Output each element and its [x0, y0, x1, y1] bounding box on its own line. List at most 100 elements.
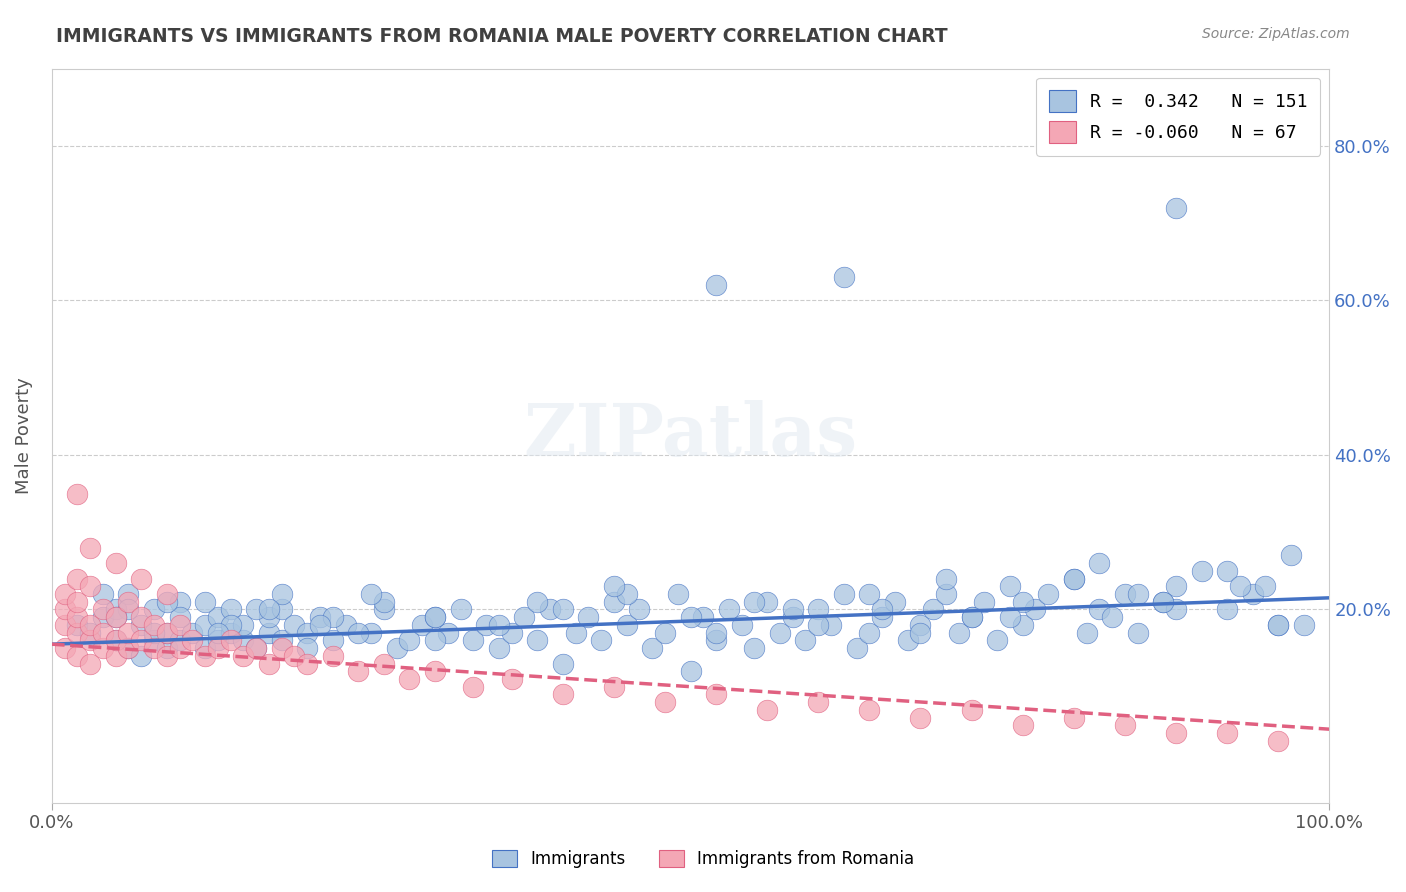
- Point: [385, 641, 408, 656]
- Point: [870, 610, 893, 624]
- Point: [782, 602, 804, 616]
- Point: [1164, 579, 1187, 593]
- Point: [169, 633, 191, 648]
- Point: [232, 648, 254, 663]
- Point: [66, 610, 89, 624]
- Point: [1114, 718, 1136, 732]
- Point: [142, 633, 165, 648]
- Point: [104, 610, 127, 624]
- Point: [807, 695, 830, 709]
- Point: [142, 602, 165, 616]
- Point: [450, 602, 472, 616]
- Point: [1024, 602, 1046, 616]
- Point: [1152, 595, 1174, 609]
- Point: [704, 633, 727, 648]
- Point: [1011, 595, 1033, 609]
- Point: [104, 633, 127, 648]
- Point: [297, 641, 319, 656]
- Point: [232, 618, 254, 632]
- Point: [616, 618, 638, 632]
- Point: [463, 633, 485, 648]
- Point: [807, 602, 830, 616]
- Point: [769, 625, 792, 640]
- Point: [194, 595, 217, 609]
- Point: [1216, 602, 1239, 616]
- Point: [257, 602, 280, 616]
- Point: [1038, 587, 1060, 601]
- Point: [1254, 579, 1277, 593]
- Point: [1101, 610, 1123, 624]
- Point: [66, 648, 89, 663]
- Point: [1279, 549, 1302, 563]
- Point: [207, 625, 229, 640]
- Point: [1114, 587, 1136, 601]
- Point: [1126, 587, 1149, 601]
- Point: [207, 633, 229, 648]
- Point: [717, 602, 740, 616]
- Point: [104, 610, 127, 624]
- Point: [283, 648, 305, 663]
- Point: [117, 587, 139, 601]
- Point: [1216, 726, 1239, 740]
- Point: [156, 625, 179, 640]
- Point: [219, 625, 242, 640]
- Point: [794, 633, 817, 648]
- Point: [66, 595, 89, 609]
- Point: [207, 610, 229, 624]
- Point: [270, 641, 292, 656]
- Point: [1164, 726, 1187, 740]
- Point: [117, 641, 139, 656]
- Point: [1011, 618, 1033, 632]
- Point: [1126, 625, 1149, 640]
- Point: [1191, 564, 1213, 578]
- Point: [360, 587, 382, 601]
- Point: [309, 610, 332, 624]
- Point: [142, 641, 165, 656]
- Point: [807, 618, 830, 632]
- Point: [1063, 572, 1085, 586]
- Point: [858, 703, 880, 717]
- Point: [398, 633, 420, 648]
- Point: [744, 641, 766, 656]
- Point: [423, 610, 446, 624]
- Point: [142, 625, 165, 640]
- Point: [169, 618, 191, 632]
- Point: [270, 587, 292, 601]
- Point: [922, 602, 945, 616]
- Point: [501, 672, 523, 686]
- Point: [616, 587, 638, 601]
- Point: [948, 625, 970, 640]
- Point: [347, 665, 370, 679]
- Point: [679, 665, 702, 679]
- Point: [181, 633, 204, 648]
- Point: [194, 618, 217, 632]
- Point: [1076, 625, 1098, 640]
- Point: [117, 641, 139, 656]
- Point: [628, 602, 651, 616]
- Point: [66, 618, 89, 632]
- Point: [169, 641, 191, 656]
- Point: [297, 625, 319, 640]
- Point: [423, 665, 446, 679]
- Point: [436, 625, 458, 640]
- Point: [1216, 564, 1239, 578]
- Point: [270, 602, 292, 616]
- Point: [960, 610, 983, 624]
- Point: [117, 595, 139, 609]
- Point: [79, 618, 101, 632]
- Point: [960, 610, 983, 624]
- Point: [91, 625, 114, 640]
- Point: [564, 625, 586, 640]
- Point: [66, 625, 89, 640]
- Point: [129, 610, 152, 624]
- Point: [423, 610, 446, 624]
- Text: Source: ZipAtlas.com: Source: ZipAtlas.com: [1202, 27, 1350, 41]
- Point: [1088, 602, 1111, 616]
- Point: [156, 595, 179, 609]
- Point: [1267, 618, 1289, 632]
- Point: [538, 602, 561, 616]
- Point: [744, 595, 766, 609]
- Point: [257, 657, 280, 671]
- Point: [322, 648, 344, 663]
- Point: [654, 695, 676, 709]
